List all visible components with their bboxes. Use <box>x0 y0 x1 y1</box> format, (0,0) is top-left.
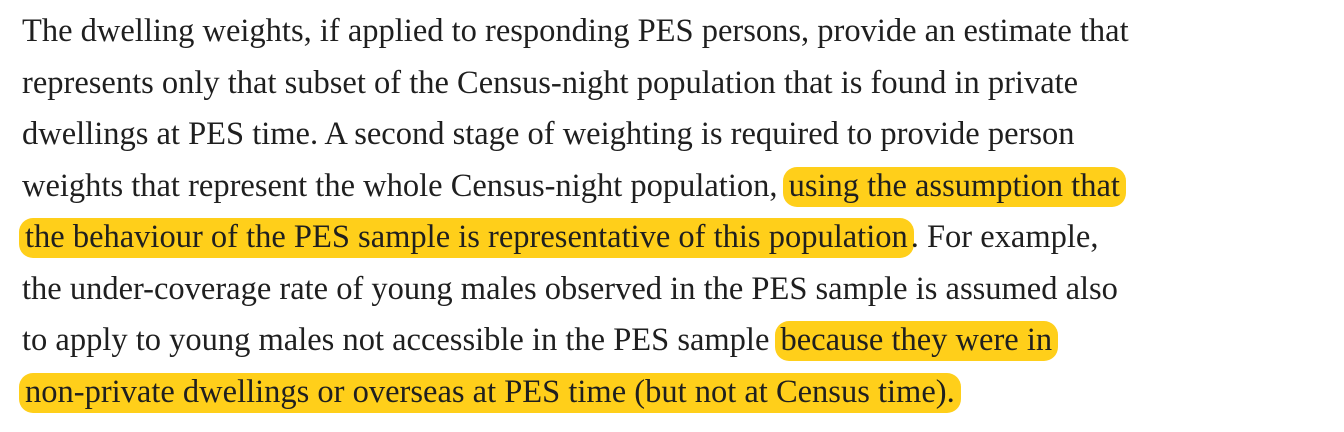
plain-text: weights that represent the whole Census-… <box>22 167 786 204</box>
text-line-8: non-private dwellings or overseas at PES… <box>19 367 1328 419</box>
highlighted-text[interactable]: non-private dwellings or overseas at PES… <box>19 372 961 413</box>
text-line-7: to apply to young males not accessible i… <box>22 315 1328 367</box>
plain-text: to apply to young males not accessible i… <box>22 322 778 358</box>
plain-text: . For example, <box>910 219 1099 255</box>
text-line-3: dwellings at PES time. A second stage of… <box>22 109 1328 161</box>
text-line-5: the behaviour of the PES sample is repre… <box>19 212 1328 264</box>
plain-text: the under-coverage rate of young males o… <box>22 270 1118 307</box>
highlighted-text[interactable]: using the assumption that <box>782 166 1126 207</box>
highlighted-text[interactable]: because they were in <box>774 321 1059 361</box>
plain-text: dwellings at PES time. A second stage of… <box>22 116 1075 152</box>
text-line-2: represents only that subset of the Censu… <box>22 58 1328 110</box>
highlighted-text[interactable]: the behaviour of the PES sample is repre… <box>19 218 914 258</box>
text-line-4: weights that represent the whole Census-… <box>22 161 1328 213</box>
body-paragraph: The dwelling weights, if applied to resp… <box>19 6 1328 419</box>
plain-text: The dwelling weights, if applied to resp… <box>22 13 1129 49</box>
text-line-6: the under-coverage rate of young males o… <box>22 264 1328 316</box>
plain-text: represents only that subset of the Censu… <box>22 64 1079 101</box>
text-line-1: The dwelling weights, if applied to resp… <box>22 6 1328 58</box>
